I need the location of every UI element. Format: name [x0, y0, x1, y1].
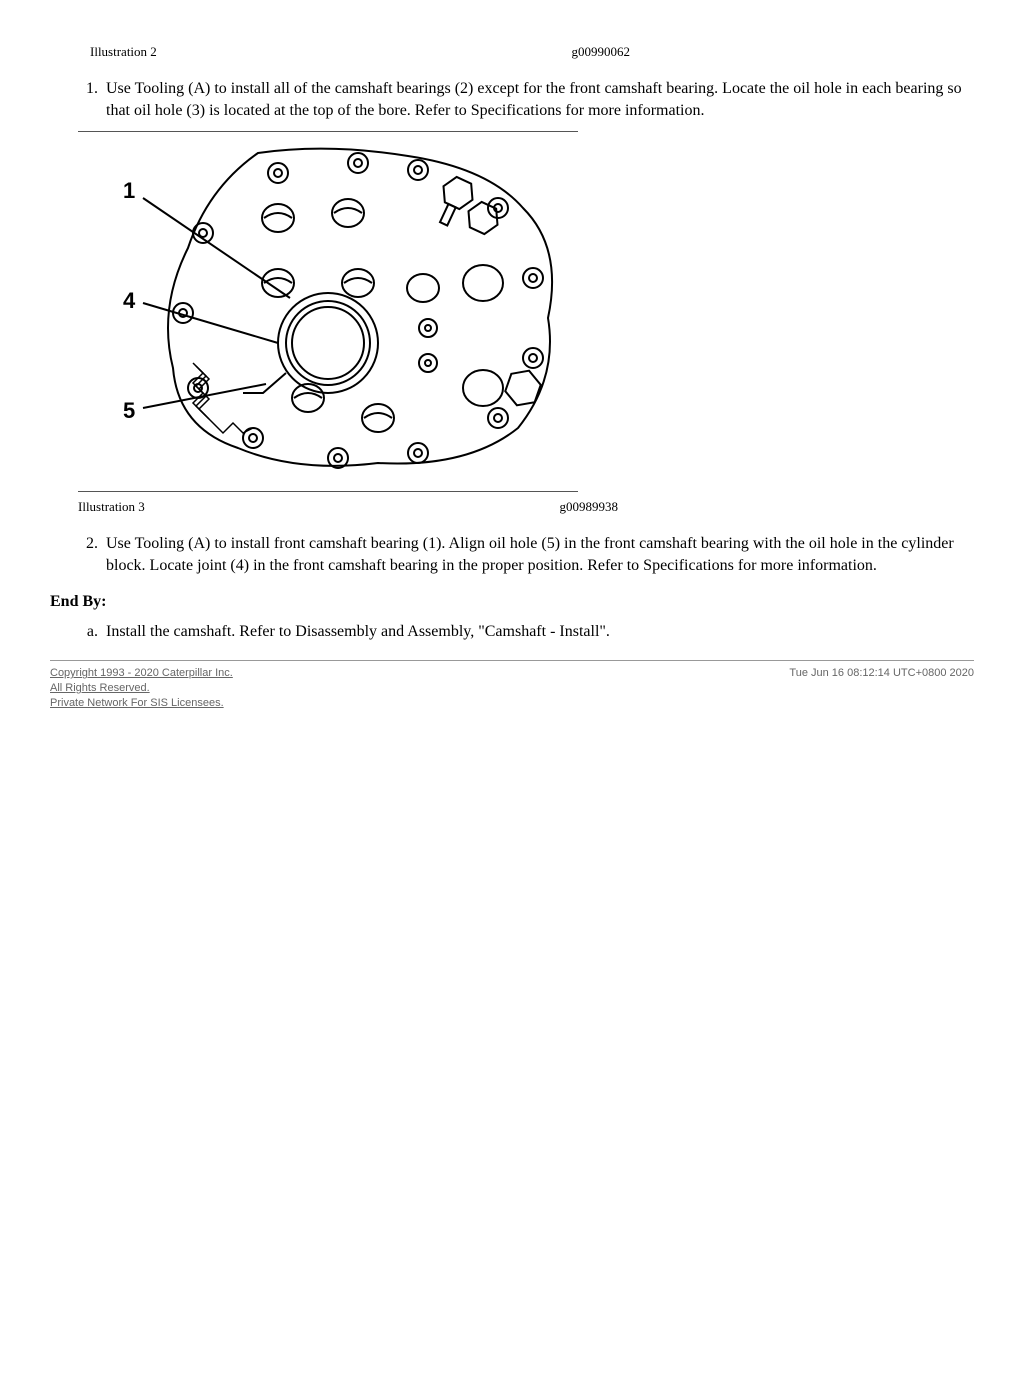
end-by-heading: End By:	[50, 593, 974, 611]
step-2: Use Tooling (A) to install front camshaf…	[102, 533, 974, 576]
step-1: Use Tooling (A) to install all of the ca…	[102, 78, 974, 121]
illustration-2-label: Illustration 2	[90, 44, 572, 60]
callout-4: 4	[123, 288, 136, 313]
illustration-3-label: Illustration 3	[78, 498, 560, 516]
end-by-step-a: Install the camshaft. Refer to Disassemb…	[102, 621, 974, 643]
footer-rights-link[interactable]: All Rights Reserved.	[50, 682, 789, 694]
callout-1: 1	[123, 178, 135, 203]
end-by-list: Install the camshaft. Refer to Disassemb…	[102, 621, 974, 643]
footer-separator	[50, 660, 974, 661]
page-footer: Copyright 1993 - 2020 Caterpillar Inc. A…	[50, 667, 974, 712]
figure-illustration-3: 1 4 5 Illustration 3 g00989938	[78, 131, 974, 515]
callout-5: 5	[123, 398, 135, 423]
illustration-3-code: g00989938	[560, 498, 619, 516]
footer-copyright-link[interactable]: Copyright 1993 - 2020 Caterpillar Inc.	[50, 667, 789, 679]
camshaft-diagram-svg: 1 4 5	[78, 138, 578, 478]
illustration-2-caption: Illustration 2 g00990062	[90, 44, 630, 60]
illustration-2-code: g00990062	[572, 44, 631, 60]
steps-list: Use Tooling (A) to install all of the ca…	[102, 78, 974, 577]
footer-network-link[interactable]: Private Network For SIS Licensees.	[50, 697, 789, 709]
illustration-3-caption: Illustration 3 g00989938	[78, 498, 618, 516]
footer-timestamp: Tue Jun 16 08:12:14 UTC+0800 2020	[789, 667, 974, 712]
